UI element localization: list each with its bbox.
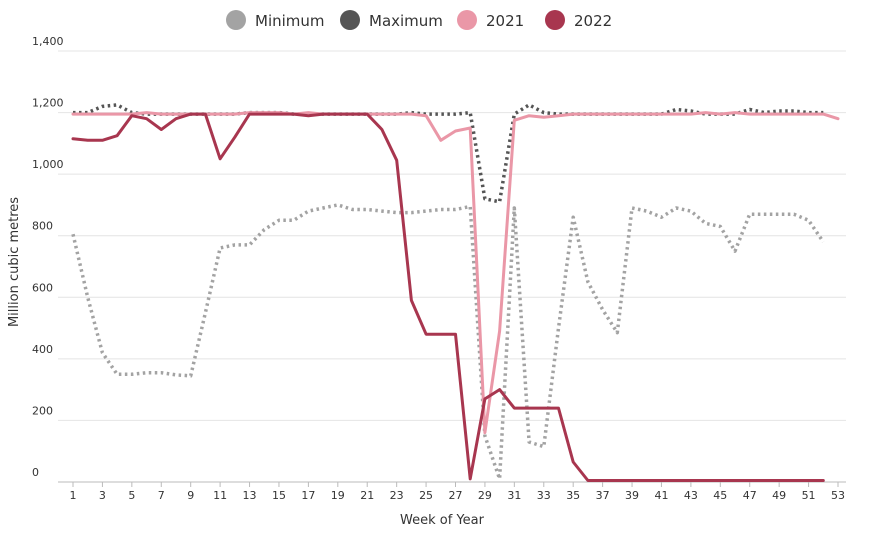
x-tick-label: 19 xyxy=(331,489,345,502)
legend-marker xyxy=(457,10,477,30)
legend-label: 2022 xyxy=(574,12,612,30)
x-tick-label: 51 xyxy=(802,489,816,502)
legend-label: Maximum xyxy=(369,12,443,30)
x-tick-label: 41 xyxy=(654,489,668,502)
y-tick-label: 1,200 xyxy=(32,97,64,110)
x-tick-label: 17 xyxy=(301,489,315,502)
y-tick-label: 600 xyxy=(32,281,53,294)
gridlines xyxy=(58,50,846,483)
y-tick-label: 200 xyxy=(32,404,53,417)
x-tick-label: 7 xyxy=(158,489,165,502)
x-tick-label: 49 xyxy=(772,489,786,502)
x-tick-label: 39 xyxy=(625,489,639,502)
x-tick-label: 1 xyxy=(70,489,77,502)
x-axis-ticks: 1 3 5 7 9 11 13 15 17 19 21 23 25 27 29 31 33 35 37 39 41 43 4… xyxy=(70,482,845,502)
x-tick-label: 31 xyxy=(507,489,521,502)
y-axis-ticks: 0 200 400 600 800 1,000 1,200 1,400 xyxy=(32,35,64,479)
x-tick-label: 3 xyxy=(99,489,106,502)
x-tick-label: 25 xyxy=(419,489,433,502)
y-tick-label: 1,000 xyxy=(32,158,64,171)
legend-marker xyxy=(340,10,360,30)
y-tick-label: 800 xyxy=(32,220,53,233)
x-tick-label: 21 xyxy=(360,489,374,502)
x-tick-label: 29 xyxy=(478,489,492,502)
series-line-maximum xyxy=(73,103,824,204)
x-tick-label: 43 xyxy=(684,489,698,502)
x-axis-title: Week of Year xyxy=(400,513,485,528)
legend-marker xyxy=(226,10,246,30)
x-tick-label: 35 xyxy=(566,489,580,502)
y-tick-label: 400 xyxy=(32,343,53,356)
legend: Minimum Maximum 2021 2022 xyxy=(226,10,612,30)
x-tick-label: 11 xyxy=(213,489,227,502)
x-tick-label: 5 xyxy=(128,489,135,502)
x-tick-label: 53 xyxy=(831,489,845,502)
x-tick-label: 33 xyxy=(537,489,551,502)
x-tick-label: 45 xyxy=(713,489,727,502)
y-tick-label: 0 xyxy=(32,466,39,479)
series-line-2021 xyxy=(71,111,840,435)
x-tick-label: 9 xyxy=(187,489,194,502)
y-axis-title: Million cubic metres xyxy=(7,197,22,327)
series-line-minimum xyxy=(71,203,825,481)
legend-marker xyxy=(545,10,565,30)
x-tick-label: 27 xyxy=(449,489,463,502)
x-tick-label: 13 xyxy=(243,489,257,502)
y-tick-label: 1,400 xyxy=(32,35,64,48)
series-line-2022 xyxy=(71,112,825,482)
x-tick-label: 47 xyxy=(743,489,757,502)
legend-label: 2021 xyxy=(486,12,524,30)
x-tick-label: 15 xyxy=(272,489,286,502)
legend-label: Minimum xyxy=(255,12,325,30)
x-tick-label: 37 xyxy=(596,489,610,502)
x-tick-label: 23 xyxy=(390,489,404,502)
series-layer xyxy=(71,103,840,482)
